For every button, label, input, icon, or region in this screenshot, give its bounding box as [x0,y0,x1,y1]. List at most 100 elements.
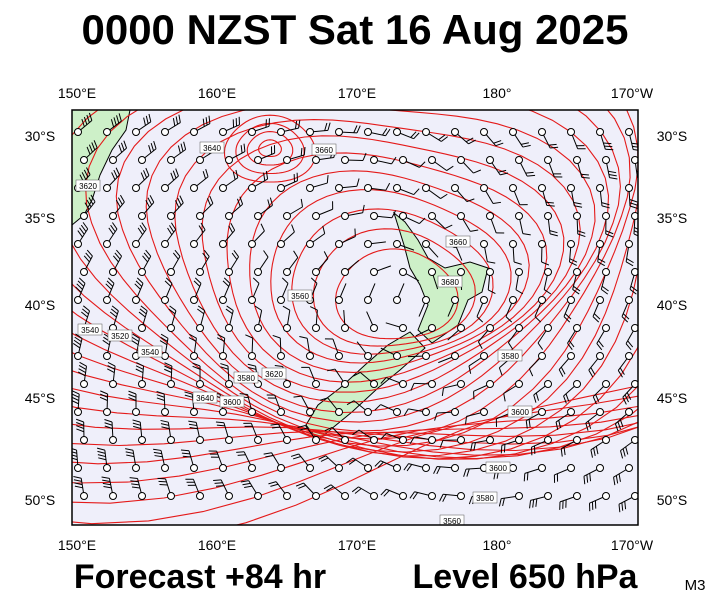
barb-station [277,352,285,360]
barb-flag [205,117,208,126]
barb-station [596,352,604,360]
barb-station [138,268,146,276]
barb-flag [200,222,206,231]
barb-flag [569,261,577,266]
barb-station [196,212,204,220]
barb-flag [603,142,612,145]
barb-station [138,212,146,220]
lat-label: 45°S [25,390,56,406]
barb-flag [113,117,117,126]
barb-flag [148,113,152,122]
barb-station [219,128,227,136]
barb-station [596,240,604,248]
barb-station [567,296,575,304]
barb-station [393,296,401,304]
lat-label: 35°S [657,210,688,226]
barb-station [602,324,610,332]
barb-station [451,352,459,360]
barb-flag [600,288,609,295]
barb-station [631,324,638,332]
contour-label-box [261,367,287,380]
barb-station [573,268,581,276]
barb-flag [605,233,614,238]
barb-station [283,324,291,332]
barb-flag [129,477,138,480]
barb-flag [134,283,141,290]
barb-flag [268,481,277,485]
barb-flag [263,250,269,258]
barb-flag [324,426,333,432]
contour-label: 3540 [141,348,159,357]
barb-flag [620,450,624,459]
contour-line [72,110,631,440]
barb-station [312,380,320,388]
barb-station [80,156,88,164]
contour-label: 3640 [196,394,214,403]
barb-flag [587,420,592,429]
barb-flag [78,277,86,284]
barb-flag [298,484,306,489]
barb-flag [323,251,329,259]
barb-flag [604,145,613,148]
barb-flag [383,490,390,497]
barb-flag [182,455,191,458]
barb-flag [385,128,391,137]
barb-flag [164,362,173,367]
barb-flag [180,449,189,452]
barb-station [254,268,262,276]
barb-flag [156,394,165,398]
barb-flag [597,258,606,263]
barb-station [80,212,88,220]
barb-flag [413,132,420,140]
barb-station [602,156,610,164]
barb-station [573,436,581,444]
barb-flag [252,277,260,284]
barb-station [190,408,198,416]
barb-flag [294,120,298,129]
barb-flag [145,199,150,208]
barb-flag [84,202,90,210]
barb-flag [72,393,80,398]
barb-station [422,240,430,248]
barb-flag [500,445,503,454]
barb-flag [138,311,146,318]
barb-station [544,492,552,500]
barb-flag [550,146,559,149]
barb-flag [498,498,502,507]
barb-station [219,464,227,472]
barb-flag [529,500,532,509]
barb-station [161,352,169,360]
barb-station [567,240,575,248]
contour-line [72,345,638,460]
barb-station [567,352,575,360]
barb-station [457,380,465,388]
barb-flag [522,144,531,148]
barb-station [602,212,610,220]
barb-flag [197,305,205,312]
barb-flag [573,285,581,292]
barb-station [196,380,204,388]
barb-flag [537,342,544,350]
contour-label: 3660 [315,146,333,155]
barb-flag [81,118,85,127]
contour-label-box [233,371,259,384]
barb-flag [410,131,417,138]
contour-label-box [199,141,225,154]
barb-flag [601,205,610,209]
barb-flag [300,198,304,207]
barb-flag [418,217,426,224]
barb-flag [352,429,360,436]
contour-labels: 3620 3640 3660 3660 3680 3540 3520 3540 3580 3600… [75,141,533,525]
barb-flag [83,116,88,125]
barb-station [486,156,494,164]
barb-flag [503,444,506,453]
barb-flag [346,400,355,406]
barb-flag [500,172,509,176]
contour-line [72,370,638,460]
barb-station [393,184,401,192]
barb-station [509,184,517,192]
barb-flag [295,482,304,487]
barb-flag [104,422,113,426]
barb-flag [131,486,141,489]
barb-station [399,156,407,164]
